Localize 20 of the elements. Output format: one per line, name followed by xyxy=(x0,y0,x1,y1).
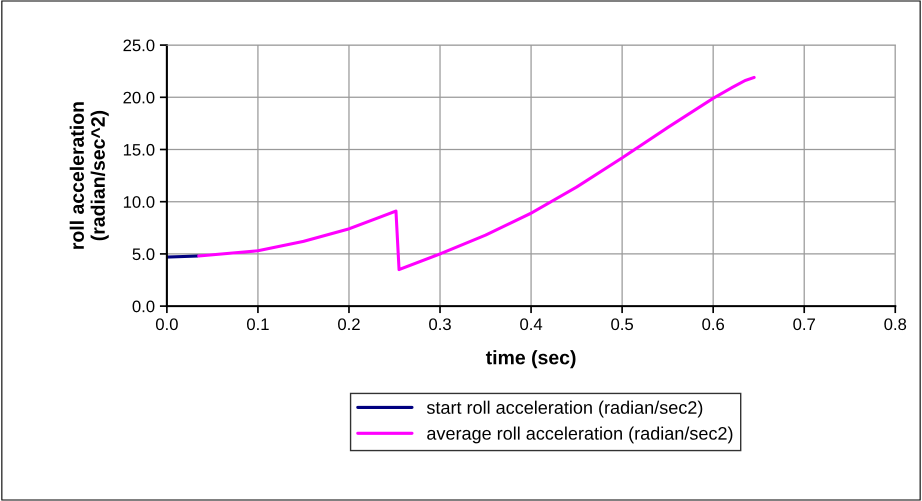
y-tick-label: 25.0 xyxy=(123,39,154,52)
line-series xyxy=(197,76,756,272)
legend-label: average roll acceleration (radian/sec2) xyxy=(427,426,732,444)
x-tick-label: 0.6 xyxy=(702,318,724,330)
x-tick-label: 0.3 xyxy=(429,318,451,330)
y-axis-title: roll acceleration (radian/sec^2) xyxy=(70,102,109,249)
x-tick-label: 0.0 xyxy=(156,318,178,330)
x-tick-label: 0.2 xyxy=(338,318,360,330)
y-tick-label: 10.0 xyxy=(124,196,154,208)
x-tick-label: 0.1 xyxy=(246,318,269,330)
x-tick-label: 0.5 xyxy=(611,318,634,330)
x-axis-title: time (sec) xyxy=(486,350,576,368)
y-tick-label: 20.0 xyxy=(123,92,154,104)
x-tick-label: 0.7 xyxy=(793,318,815,330)
y-tick-label: 5.0 xyxy=(132,248,154,260)
y-tick-label: 0.0 xyxy=(132,300,154,312)
x-tick-label: 0.4 xyxy=(520,318,542,330)
x-tick-label: 0.8 xyxy=(884,318,906,330)
legend-label: start roll acceleration (radian/sec2) xyxy=(426,400,702,418)
y-tick-label: 15.0 xyxy=(124,144,154,156)
